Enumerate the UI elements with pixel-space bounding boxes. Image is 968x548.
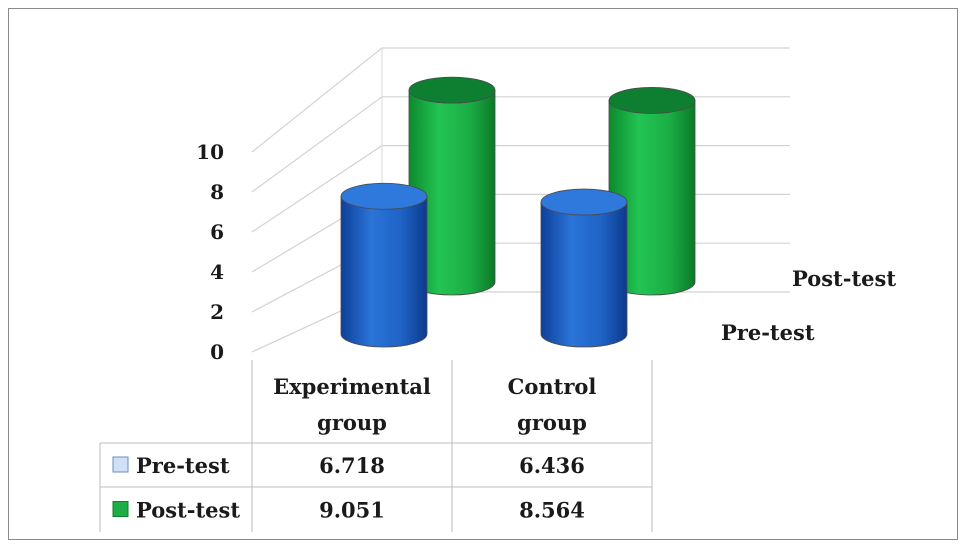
bars	[340, 76, 696, 348]
depth-label-post-test: Post-test	[792, 266, 896, 291]
category-label: Control	[508, 374, 597, 399]
gridline	[251, 47, 790, 153]
bar-pre-test-2	[540, 188, 628, 348]
bar-post-test-1	[408, 76, 496, 296]
legend-key-post-test	[112, 501, 129, 517]
cylinder-body	[540, 201, 628, 348]
y-tick-label: 4	[210, 260, 224, 284]
cylinder-body	[340, 195, 428, 348]
cylinder-top	[608, 87, 696, 114]
legend-key-pre-test	[112, 456, 129, 473]
gridlines	[251, 47, 790, 353]
data-value: 9.051	[319, 498, 385, 523]
depth-label-pre-test: Pre-test	[721, 320, 815, 345]
y-tick-label: 6	[210, 220, 224, 244]
y-tick-label: 8	[210, 180, 224, 204]
series-label-post-test: Post-test	[136, 498, 240, 523]
data-value: 8.564	[519, 498, 585, 523]
data-value: 6.436	[519, 453, 585, 478]
category-label: group	[317, 410, 387, 435]
data-table: Experimental group Control group Pre-test 6.7…	[99, 360, 653, 532]
category-label: group	[517, 410, 587, 435]
y-tick-label: 2	[210, 300, 224, 324]
gridline	[251, 193, 790, 273]
cylinder-top	[408, 76, 496, 104]
gridline	[251, 145, 790, 233]
y-tick-label: 0	[210, 340, 224, 364]
gridline	[251, 242, 790, 313]
y-tick-label: 10	[196, 140, 224, 164]
y-axis: 0 2 4 6 8 10	[196, 140, 224, 364]
cylinder-top	[340, 182, 428, 210]
category-label: Experimental	[273, 374, 431, 399]
series-label-pre-test: Pre-test	[136, 453, 230, 478]
data-value: 6.718	[319, 453, 385, 478]
depth-axis: Post-test Pre-test	[721, 266, 896, 345]
bar-pre-test-1	[340, 182, 428, 348]
cylinder-top	[540, 188, 628, 216]
gridline	[251, 291, 790, 353]
